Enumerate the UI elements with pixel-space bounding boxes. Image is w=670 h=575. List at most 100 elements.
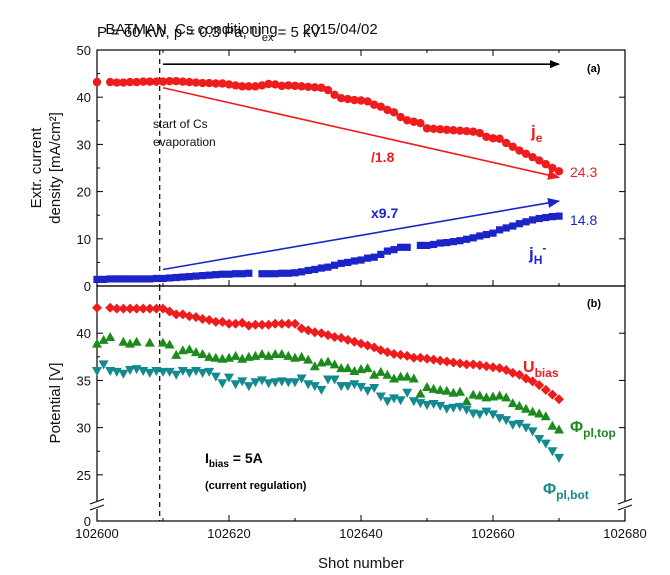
jh-point	[357, 256, 365, 264]
phi-top-point	[191, 347, 201, 357]
phi-top-point	[98, 334, 109, 344]
jh-point	[331, 261, 339, 269]
ubias-point	[474, 360, 485, 371]
blue-arrow-label: x9.7	[371, 205, 398, 221]
ubias-point	[481, 361, 492, 372]
phi-top-point	[329, 359, 340, 369]
ubias-point	[534, 380, 545, 391]
phi-bot-point	[441, 404, 452, 414]
phi-top-point	[514, 400, 525, 410]
je-point	[548, 163, 557, 173]
jh-point	[430, 240, 438, 249]
phi-top-point	[204, 351, 215, 361]
jh-point	[311, 265, 319, 274]
je-point	[172, 76, 181, 86]
phi-bot-point	[507, 420, 518, 430]
phi-bot-point	[547, 447, 558, 457]
ibias-main: I	[205, 450, 209, 466]
je-point	[317, 83, 326, 92]
phi-top-point	[408, 373, 419, 383]
phi-bot-point	[481, 407, 492, 417]
jh-point	[212, 271, 220, 279]
jh-point	[542, 213, 550, 222]
jh-series-label: jH-	[528, 241, 546, 267]
ubias-point	[257, 319, 267, 330]
ubias-point	[250, 319, 261, 330]
ubias-point	[263, 319, 274, 330]
phi-top-point	[342, 363, 353, 373]
phi-bot-point	[521, 423, 531, 433]
je-point	[165, 76, 174, 86]
je-point	[455, 126, 465, 135]
je-point	[475, 128, 484, 138]
phi-bot-point	[369, 383, 380, 393]
je-point	[152, 77, 161, 86]
ubias-point	[111, 303, 122, 314]
jh-point	[304, 266, 312, 275]
je-point	[178, 77, 187, 86]
je-point	[376, 102, 385, 111]
jh-point	[456, 237, 464, 245]
ubias-point	[171, 309, 182, 320]
phi-top-point	[131, 336, 142, 346]
phi-top-label-sub: pl,top	[583, 426, 616, 440]
jh-point	[344, 258, 352, 266]
je-point	[290, 81, 300, 91]
phi-bot-point	[382, 397, 393, 407]
je-point	[449, 126, 458, 135]
jh-point	[502, 224, 510, 232]
jh-point	[377, 250, 385, 258]
panel-a-label: (a)	[587, 63, 601, 75]
phi-bot-point	[455, 402, 465, 412]
jh-point	[476, 232, 484, 240]
phi-top-point	[474, 390, 485, 400]
je-point	[257, 81, 267, 90]
ubias-point	[290, 318, 300, 329]
je-point	[488, 134, 498, 143]
jh-point	[291, 269, 299, 277]
panel-b-ytick-label: 30	[77, 421, 91, 436]
phi-bot-point	[375, 392, 386, 402]
phi-top-point	[435, 384, 446, 394]
jh-point	[119, 275, 127, 283]
axis-break-mark	[89, 498, 105, 505]
ubias-point	[441, 356, 452, 367]
ubias-point	[468, 359, 479, 370]
jh-point	[106, 275, 114, 283]
ubias-point	[395, 349, 406, 360]
panel-a: 0 10 20 30 40 50	[77, 43, 626, 294]
phi-bot-point	[224, 373, 234, 383]
panel-b-ytick-label: 40	[77, 326, 91, 341]
phi-bot-point	[342, 382, 353, 392]
ubias-point	[455, 358, 465, 369]
je-point	[139, 77, 148, 86]
phi-top-point	[527, 406, 538, 416]
je-point	[462, 126, 471, 136]
phi-bot-point	[329, 375, 340, 385]
jh-point	[443, 238, 451, 247]
je-point	[356, 96, 366, 105]
phi-top-point	[382, 369, 393, 379]
jh-point	[225, 270, 233, 278]
je-point	[112, 78, 122, 87]
phi-top-point	[197, 348, 208, 358]
je-point	[482, 132, 491, 142]
phi-bot-point	[309, 382, 320, 392]
phi-bot-point	[197, 368, 208, 378]
ubias-point	[527, 376, 538, 387]
phi-top-point	[375, 366, 386, 376]
phi-bot-point	[204, 367, 215, 377]
ubias-point	[554, 394, 564, 405]
phi-bot-point	[164, 367, 175, 377]
jh-end-value: 14.8	[570, 212, 597, 228]
jh-point	[403, 243, 411, 251]
jh-point	[370, 253, 378, 261]
axis-break-mark	[617, 498, 633, 505]
jh-point	[397, 243, 405, 251]
ubias-label-main: U	[523, 359, 535, 376]
ubias-point	[428, 354, 439, 365]
cs-start-label-line-2: evaporation	[153, 135, 216, 149]
jh-point	[133, 275, 141, 283]
phi-bot-point	[144, 368, 155, 378]
